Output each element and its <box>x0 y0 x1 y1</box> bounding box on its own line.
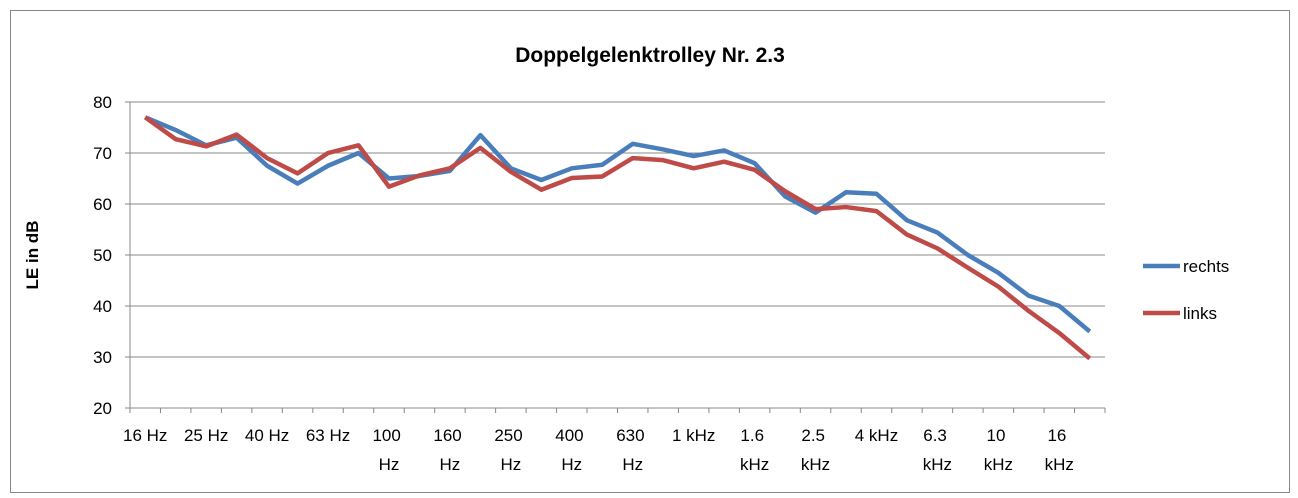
x-tick-label: 2.5 kHz <box>801 426 830 474</box>
x-tick-label: 25 Hz <box>184 426 228 445</box>
y-tick-label: 40 <box>93 297 112 316</box>
x-tick-label: 40 Hz <box>245 426 289 445</box>
chart-frame <box>10 10 1290 493</box>
y-tick-label: 30 <box>93 348 112 367</box>
chart-title: Doppelgelenktrolley Nr. 2.3 <box>515 44 785 67</box>
x-tick-label: 6.3 kHz <box>923 426 952 474</box>
x-tick-label: 10 kHz <box>984 426 1013 474</box>
legend-label: links <box>1183 304 1217 323</box>
series-line <box>144 115 1092 334</box>
x-tick-label: 160 Hz <box>433 426 466 474</box>
x-tick-label: 630 Hz <box>616 426 649 474</box>
y-tick-label: 50 <box>93 246 112 265</box>
y-tick-label: 60 <box>93 195 112 214</box>
x-tick-label: 63 Hz <box>306 426 350 445</box>
y-axis-label: LE in dB <box>23 221 42 290</box>
y-tick-label: 70 <box>93 144 112 163</box>
x-tick-label: 16 kHz <box>1045 426 1074 474</box>
x-tick-label: 100 Hz <box>372 426 405 474</box>
x-tick-label: 4 kHz <box>855 426 898 445</box>
x-tick-label: 1 kHz <box>672 426 715 445</box>
series-line <box>143 115 1092 361</box>
y-tick-label: 80 <box>93 93 112 112</box>
x-tick-label: 400 Hz <box>555 426 588 474</box>
legend-label: rechts <box>1183 257 1229 276</box>
x-tick-label: 250 Hz <box>494 426 527 474</box>
y-tick-label: 20 <box>93 399 112 418</box>
x-tick-label: 16 Hz <box>123 426 167 445</box>
x-tick-label: 1.6 kHz <box>740 426 769 474</box>
